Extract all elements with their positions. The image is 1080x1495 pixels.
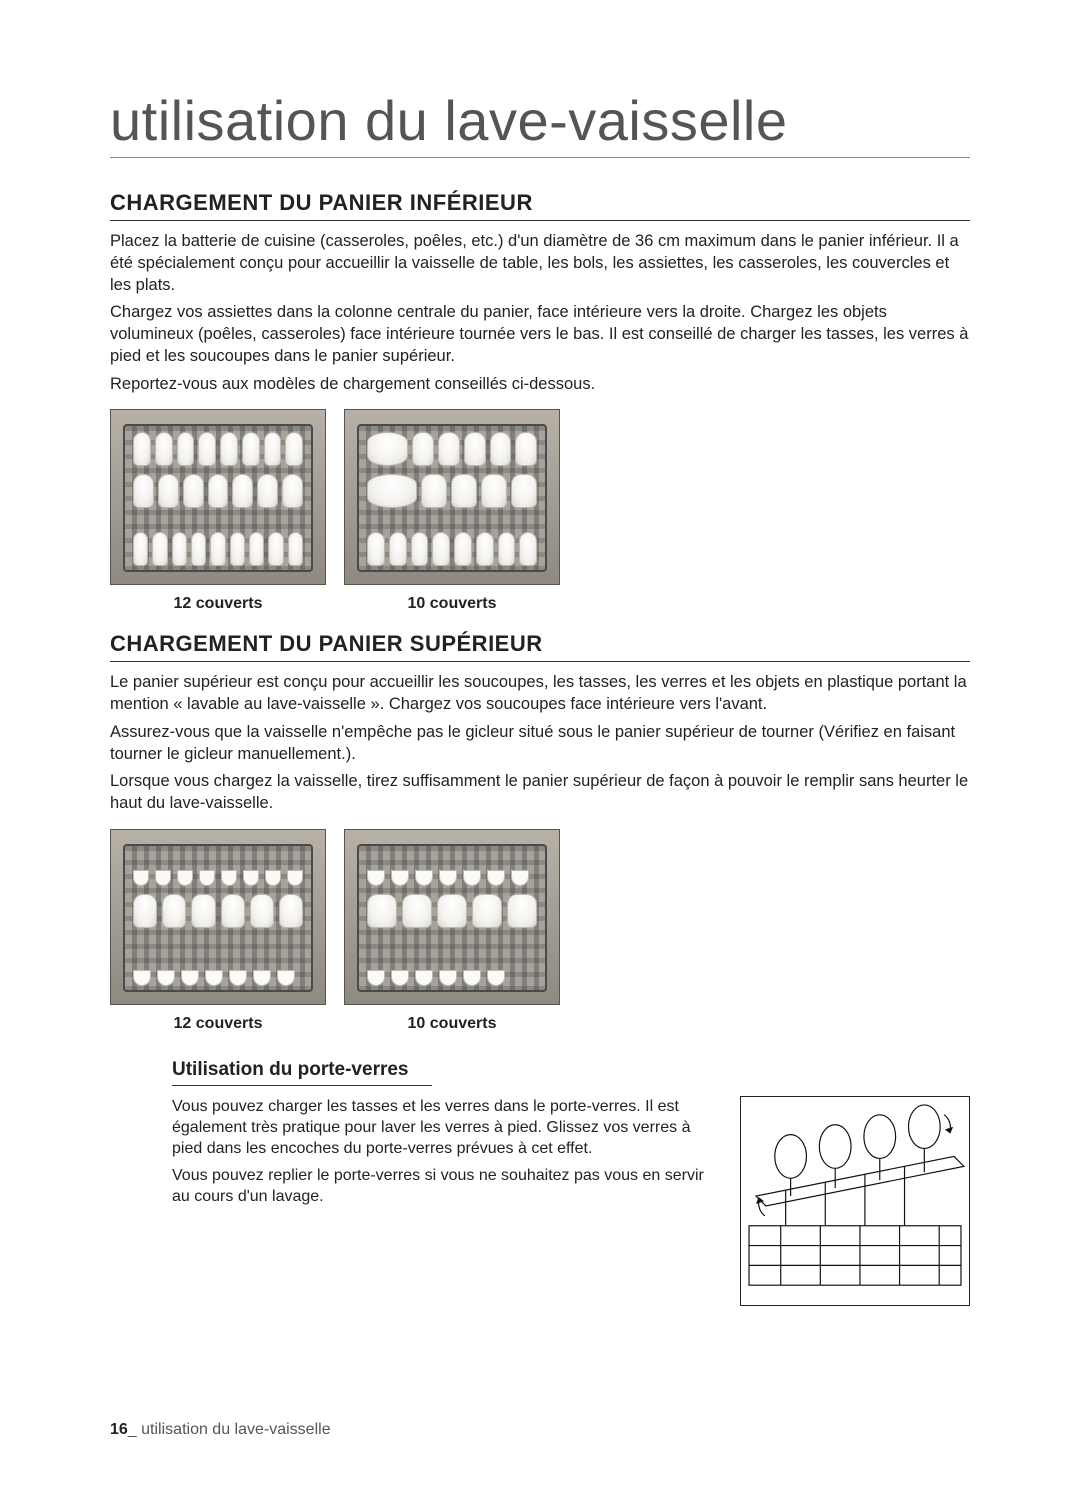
heading-glass-holder: Utilisation du porte-verres [172,1059,432,1086]
figure: 12 couverts [110,829,326,1033]
glass-holder-illustration [740,1096,970,1306]
paragraph: Placez la batterie de cuisine (casserole… [110,231,970,296]
page-number: 16 [110,1421,128,1438]
paragraph: Le panier supérieur est conçu pour accue… [110,672,970,716]
lower-rack-photo-10 [344,409,560,585]
figure: 10 couverts [344,829,560,1033]
figure: 12 couverts [110,409,326,613]
lower-rack-photo-12 [110,409,326,585]
paragraph: Vous pouvez replier le porte-verres si v… [172,1165,716,1207]
figure: 10 couverts [344,409,560,613]
figure-row-upper: 12 couverts 10 couverts [110,829,970,1033]
figure-caption: 12 couverts [174,595,263,613]
footer-separator: _ [128,1421,137,1438]
figure-caption: 12 couverts [174,1015,263,1033]
paragraph: Chargez vos assiettes dans la colonne ce… [110,302,970,367]
upper-rack-photo-10 [344,829,560,1005]
paragraph: Assurez-vous que la vaisselle n'empêche … [110,722,970,766]
page-footer: 16_ utilisation du lave-vaisselle [110,1421,331,1439]
upper-rack-photo-12 [110,829,326,1005]
figure-caption: 10 couverts [408,595,497,613]
page-title: utilisation du lave-vaisselle [110,88,970,158]
manual-page: utilisation du lave-vaisselle CHARGEMENT… [0,0,1080,1495]
running-title: utilisation du lave-vaisselle [141,1421,330,1438]
heading-upper-rack: CHARGEMENT DU PANIER SUPÉRIEUR [110,631,970,662]
figure-caption: 10 couverts [408,1015,497,1033]
paragraph: Reportez-vous aux modèles de chargement … [110,374,970,396]
heading-lower-rack: CHARGEMENT DU PANIER INFÉRIEUR [110,190,970,221]
paragraph: Lorsque vous chargez la vaisselle, tirez… [110,771,970,815]
paragraph: Vous pouvez charger les tasses et les ve… [172,1096,716,1159]
figure-row-lower: 12 couverts 10 couverts [110,409,970,613]
glass-holder-block: Vous pouvez charger les tasses et les ve… [110,1096,970,1306]
